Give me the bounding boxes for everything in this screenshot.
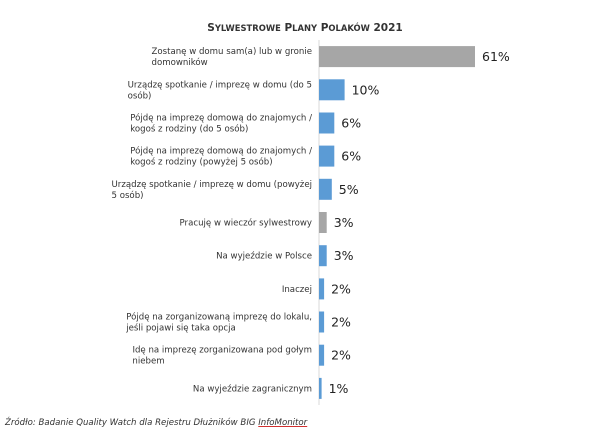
bar-10 [319, 377, 322, 399]
bar-9 [319, 344, 325, 366]
bar-7 [319, 278, 325, 300]
bar-0 [319, 46, 475, 68]
value-label-8: 2% [331, 315, 351, 330]
value-label-6: 3% [334, 248, 354, 263]
bar-1 [319, 79, 345, 101]
category-label-8: Pójdę na zorganizowaną imprezę do lokalu… [125, 312, 312, 334]
bars-group: 61% Zostanę w domu sam(a) lub w gronie dom… [112, 46, 510, 399]
value-label-10: 1% [329, 381, 349, 396]
source-text: Źródło: Badanie Quality Watch dla Rejest… [5, 418, 259, 428]
category-label-2: Pójdę na imprezę domową do znajomych / ko… [130, 113, 312, 135]
value-label-3: 6% [341, 149, 361, 164]
category-label-3: Pójdę na imprezę domową do znajomych / ko… [130, 146, 312, 168]
value-label-0: 61% [482, 49, 510, 64]
category-label-6: Na wyjeździe w Polsce [216, 252, 312, 262]
category-label-4: Urządzę spotkanie / imprezę w domu (powy… [112, 180, 313, 201]
value-label-7: 2% [331, 281, 351, 296]
value-label-2: 6% [341, 116, 361, 131]
bar-5 [319, 212, 327, 233]
bar-8 [319, 311, 325, 333]
category-label-5: Pracuję w wieczór sylwestrowy [180, 218, 312, 229]
bar-2 [319, 112, 335, 134]
bar-4 [319, 178, 332, 200]
value-label-4: 5% [339, 182, 359, 197]
value-label-1: 10% [352, 82, 380, 97]
category-label-1: Urządzę spotkanie / imprezę w domu (do 5… [128, 80, 312, 101]
category-label-9: Idę na imprezę zorganizowana pod gołym ni… [132, 346, 312, 367]
bar-3 [319, 145, 335, 167]
category-label-10: Na wyjeździe zagranicznym [193, 384, 312, 394]
category-label-7: Inaczej [282, 285, 312, 295]
category-label-0: Zostanę w domu sam(a) lub w gronie domown… [151, 47, 312, 68]
bar-6 [319, 245, 327, 267]
source-link-text: InfoMonitor [258, 418, 308, 428]
value-label-9: 2% [331, 348, 351, 363]
source-note: Źródło: Badanie Quality Watch dla Rejest… [5, 418, 307, 428]
value-label-5: 3% [334, 215, 354, 230]
chart-title: SYLWESTROWE PLANY POLAKÓW 2021 [207, 22, 402, 34]
